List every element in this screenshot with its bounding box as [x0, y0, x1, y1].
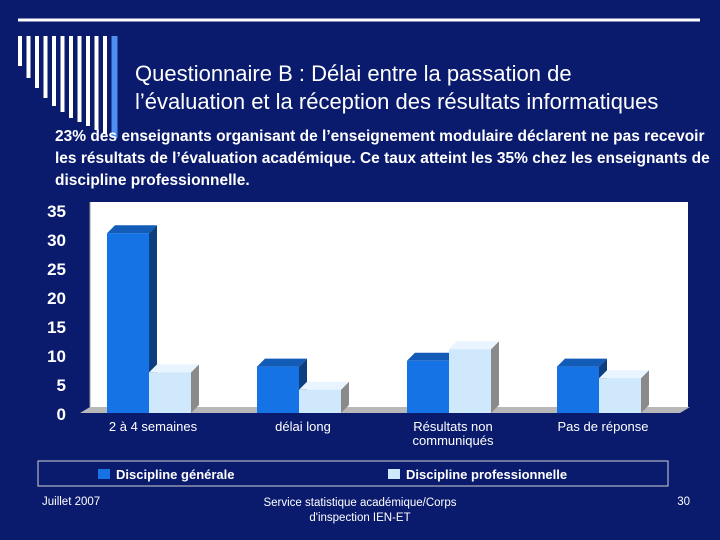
bars [107, 225, 649, 413]
y-tick-label: 20 [47, 289, 66, 308]
stripe [94, 36, 99, 130]
legend-swatch [98, 469, 110, 479]
legend-label: Discipline professionnelle [406, 467, 567, 482]
stripe [18, 36, 22, 66]
y-axis: 0 5 10 15 20 25 30 35 [47, 202, 66, 424]
slide-title: Questionnaire B : Délai entre la passati… [135, 60, 715, 116]
legend-swatch [388, 469, 400, 479]
x-tick-label: délai long [275, 419, 331, 434]
y-tick-label: 15 [47, 318, 66, 337]
x-tick-label: communiqués [413, 433, 494, 448]
x-axis: 2 à 4 semaines délai long Résultats noncom… [109, 419, 649, 448]
slide-title-line1: Questionnaire B : Délai entre la passati… [135, 61, 572, 86]
stripe [52, 36, 56, 106]
bar-generale-2 [407, 352, 457, 413]
bar-professionnelle-3 [599, 370, 649, 413]
footer-source: Service statistique académique/Corps d'i… [263, 497, 457, 524]
y-tick-label: 10 [47, 347, 66, 366]
y-tick-label: 5 [57, 376, 66, 395]
bar-generale-0 [107, 225, 157, 413]
bar-professionnelle-0 [149, 364, 199, 413]
x-tick-label: 2 à 4 semaines [109, 419, 198, 434]
bar-professionnelle-2 [449, 341, 499, 413]
y-tick-label: 0 [57, 405, 66, 424]
bar-professionnelle-1 [299, 381, 349, 413]
stripe [69, 36, 73, 118]
stripe [111, 36, 118, 138]
plot-floor [80, 407, 690, 413]
slide-title-line2: l’évaluation et la réception des résulta… [135, 89, 659, 114]
stripe [43, 36, 48, 98]
footer-page-number: 30 [677, 496, 690, 508]
stripe [103, 36, 107, 134]
stripe [86, 36, 90, 126]
legend: Discipline générale Discipline profession… [37, 460, 669, 487]
bar-chart: 0 5 10 15 20 25 30 35 2 à 4 semaines délai long R… [37, 202, 690, 487]
legend-label: Discipline générale [116, 467, 235, 482]
x-tick-label: Résultats non [413, 419, 493, 434]
legend-box [37, 460, 669, 487]
x-tick-label: Pas de réponse [557, 419, 648, 434]
decorative-stripes [18, 18, 700, 138]
stripe [35, 36, 39, 88]
slide-subtitle: 23% des enseignants organisant de l’ense… [55, 128, 710, 189]
y-tick-label: 25 [47, 260, 66, 279]
stripe [77, 36, 82, 122]
footer-date: Juillet 2007 [42, 496, 101, 508]
y-tick-label: 35 [47, 202, 66, 221]
stripe [26, 36, 31, 78]
y-tick-label: 30 [47, 231, 66, 250]
stripe [60, 36, 65, 112]
